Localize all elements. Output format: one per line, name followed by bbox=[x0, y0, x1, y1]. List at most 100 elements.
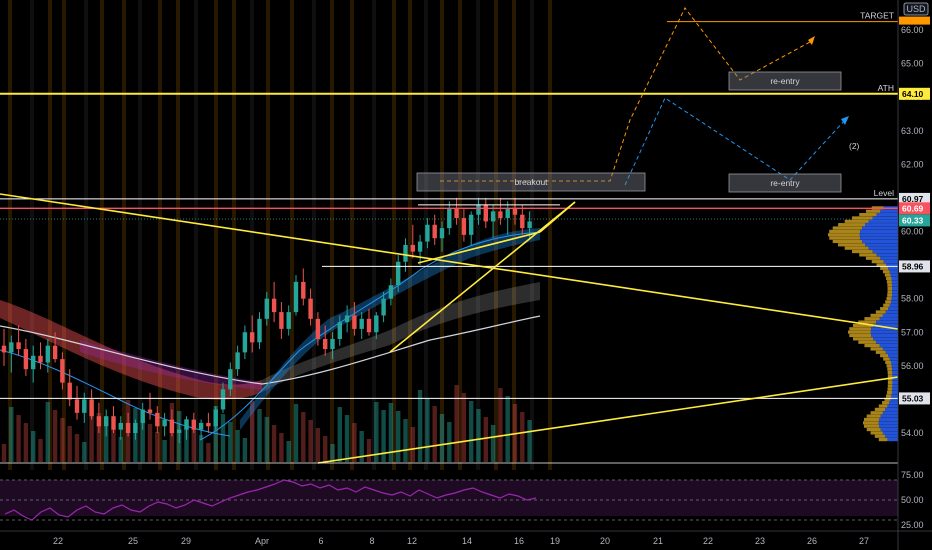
volume-profile-down bbox=[874, 407, 886, 411]
volume-profile-down bbox=[858, 340, 877, 344]
candle-body bbox=[220, 389, 226, 410]
volume-profile-down bbox=[859, 253, 877, 257]
volume-profile-up bbox=[885, 350, 898, 354]
volume-bar bbox=[118, 437, 123, 462]
volume-profile-down bbox=[880, 354, 889, 358]
volume-profile-up bbox=[891, 394, 898, 398]
candle-body bbox=[417, 241, 423, 252]
volume-profile-down bbox=[884, 397, 891, 401]
candle-body bbox=[242, 332, 248, 353]
volume-profile-down bbox=[878, 404, 888, 408]
candle-body bbox=[96, 416, 102, 427]
session-highlight bbox=[312, 0, 316, 470]
candle-body bbox=[140, 409, 145, 423]
volume-profile-up bbox=[872, 249, 898, 254]
volume-bar bbox=[38, 439, 43, 462]
ema-ribbon-grey bbox=[262, 282, 540, 392]
volume-profile-down bbox=[886, 280, 892, 284]
candle-body bbox=[359, 318, 364, 329]
volume-bar bbox=[74, 434, 80, 462]
volume-profile-down bbox=[849, 333, 872, 338]
price-tag-label: 60.97 bbox=[902, 194, 924, 204]
volume-profile-down bbox=[851, 216, 873, 220]
session-highlight bbox=[176, 0, 180, 470]
volume-profile-down bbox=[886, 276, 892, 281]
candle-body bbox=[250, 332, 255, 343]
volume-bar bbox=[264, 417, 269, 462]
projection-paths bbox=[440, 7, 849, 186]
volume-profile-down bbox=[832, 239, 863, 244]
volume-profile-down bbox=[885, 360, 891, 364]
volume-bar bbox=[271, 425, 277, 462]
session-highlight bbox=[476, 0, 480, 470]
price-tag-bg bbox=[899, 192, 930, 205]
candle-body bbox=[133, 422, 138, 433]
volume-profile-up bbox=[868, 246, 898, 250]
volume-profile-up bbox=[890, 300, 898, 304]
volume-bar bbox=[476, 409, 481, 462]
volume-profile-down bbox=[871, 260, 884, 264]
volume-profile-up bbox=[879, 417, 898, 422]
volume-bar bbox=[520, 412, 525, 462]
date-tick-label: 26 bbox=[807, 536, 817, 546]
volume-bar bbox=[315, 428, 321, 462]
candle-body bbox=[425, 224, 430, 242]
candle-body bbox=[308, 298, 313, 319]
volume-bar bbox=[104, 421, 109, 462]
price-axis[interactable]: 54.0055.0056.0057.0058.0059.0060.0061.00… bbox=[897, 0, 932, 550]
volume-bar bbox=[505, 396, 510, 462]
ema-line-blue bbox=[199, 231, 541, 441]
volume-bar bbox=[396, 411, 401, 462]
session-highlight bbox=[530, 0, 534, 470]
volume-profile-down bbox=[887, 293, 893, 297]
session-highlight bbox=[392, 0, 396, 470]
candle-body bbox=[374, 315, 379, 333]
volume-profile-down bbox=[829, 229, 861, 233]
trendline bbox=[317, 376, 899, 464]
volume-profile-down bbox=[878, 438, 888, 442]
volume-profile-down bbox=[886, 394, 892, 398]
date-tick-label: 6 bbox=[318, 536, 323, 546]
volume-profile-up bbox=[880, 414, 898, 418]
volume-profile-down bbox=[880, 266, 889, 270]
volume-bar bbox=[228, 422, 233, 462]
candle-body bbox=[366, 318, 372, 333]
price-tick-label: 58.00 bbox=[901, 294, 924, 304]
session-highlight bbox=[194, 0, 198, 470]
volume-profile-down bbox=[887, 370, 893, 375]
candle-body bbox=[279, 312, 284, 329]
volume-profile-down bbox=[870, 411, 883, 415]
volume-profile-down bbox=[885, 300, 891, 304]
level-label: ATH bbox=[878, 83, 894, 93]
volume-profile-down bbox=[849, 327, 872, 331]
volume-bar bbox=[432, 406, 437, 462]
date-tick-label: 12 bbox=[407, 536, 417, 546]
volume-bar bbox=[381, 410, 386, 462]
volume-bar bbox=[1, 444, 7, 462]
volume-bar bbox=[403, 419, 408, 462]
volume-profile-down bbox=[848, 330, 871, 334]
candle-body bbox=[271, 298, 277, 313]
session-highlight bbox=[350, 0, 354, 470]
candle-body bbox=[337, 322, 342, 339]
candle-body bbox=[505, 207, 510, 219]
candle-body bbox=[118, 422, 123, 430]
price-tag-bg bbox=[899, 260, 930, 273]
candle-body bbox=[257, 318, 262, 343]
candle-body bbox=[512, 207, 518, 215]
volume-profile-down bbox=[844, 246, 869, 250]
volume-bar bbox=[527, 420, 532, 462]
candle-body bbox=[184, 419, 189, 430]
rsi-tick-label: 75.00 bbox=[901, 470, 924, 480]
volume-bar bbox=[162, 440, 167, 462]
candle-body bbox=[498, 211, 503, 219]
volume-profile-up bbox=[860, 236, 898, 240]
annotation-label: breakout bbox=[514, 177, 548, 187]
candle-body bbox=[67, 382, 72, 400]
candle-body bbox=[147, 409, 153, 413]
volume-profile-down bbox=[870, 347, 883, 351]
time-axis[interactable]: 22 25 29 Apr 6 8 12 14 16 19 20 21 22 23 26 27 bbox=[0, 530, 932, 546]
candle-body bbox=[23, 349, 29, 370]
